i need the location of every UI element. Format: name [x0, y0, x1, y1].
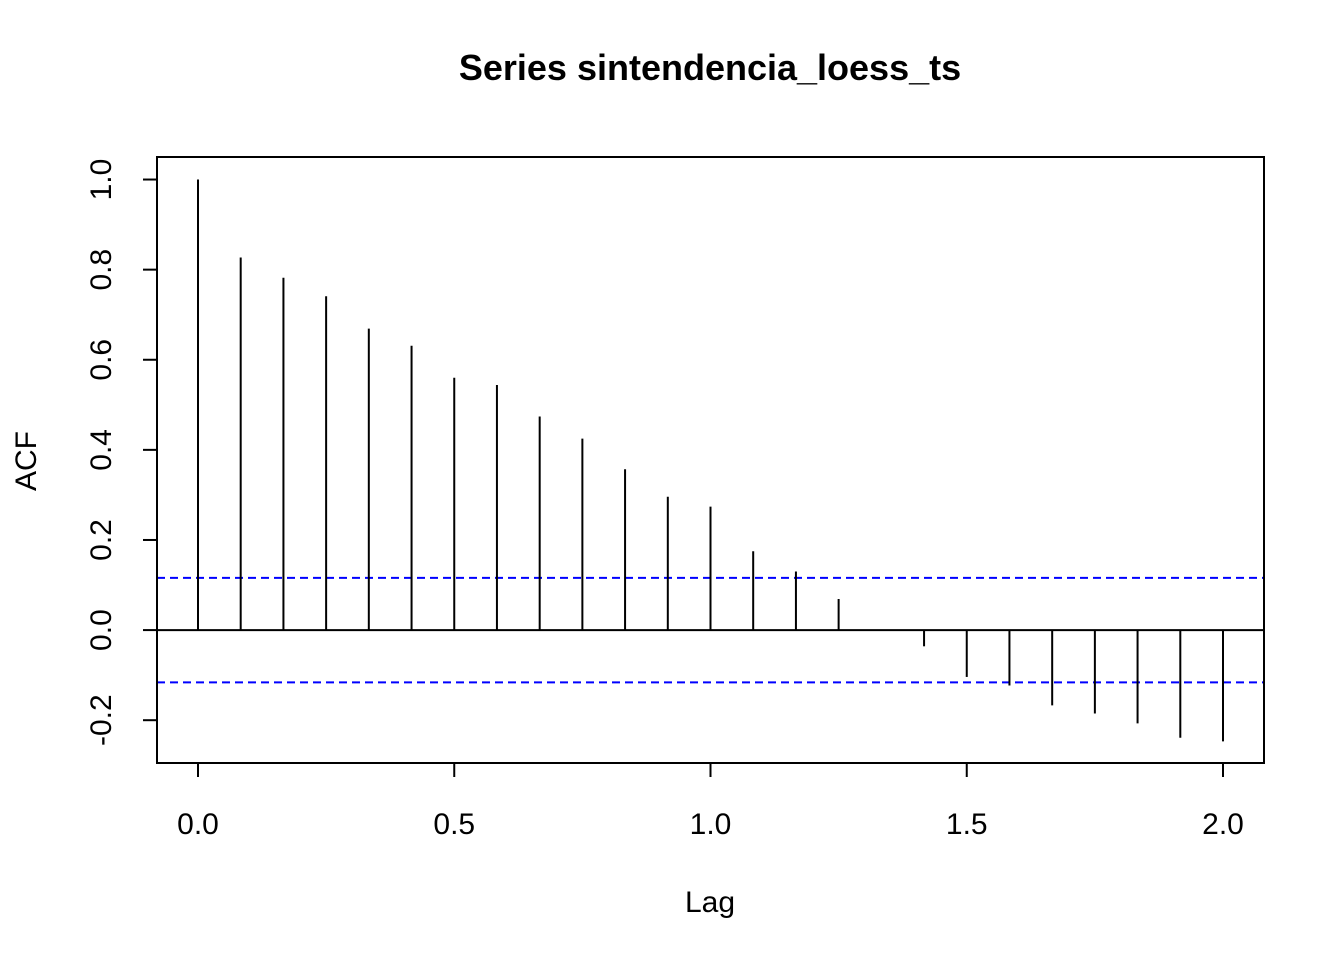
y-tick-label: 0.8	[85, 249, 118, 291]
y-tick-label: 0.4	[85, 429, 118, 471]
x-tick-label: 0.5	[433, 808, 475, 841]
x-tick-label: 0.0	[177, 808, 219, 841]
x-tick-label: 1.0	[690, 808, 732, 841]
x-axis-label: Lag	[685, 886, 735, 919]
x-tick-label: 1.5	[946, 808, 988, 841]
y-tick-label: 1.0	[85, 159, 118, 201]
plot-frame	[156, 156, 1265, 764]
y-tick-label: 0.2	[85, 519, 118, 561]
plot-marks	[157, 179, 1264, 742]
y-tick-label: -0.2	[85, 694, 118, 746]
x-tick-label: 2.0	[1202, 808, 1244, 841]
y-axis-label: ACF	[10, 431, 43, 491]
y-axis: -0.2 0.0 0.2 0.4 0.6 0.8 1.0	[85, 159, 158, 746]
chart-title: Series sintendencia_loess_ts	[459, 47, 961, 88]
x-axis: 0.0 0.5 1.0 1.5 2.0	[177, 762, 1244, 841]
y-tick-label: 0.0	[85, 609, 118, 651]
y-tick-label: 0.6	[85, 339, 118, 381]
